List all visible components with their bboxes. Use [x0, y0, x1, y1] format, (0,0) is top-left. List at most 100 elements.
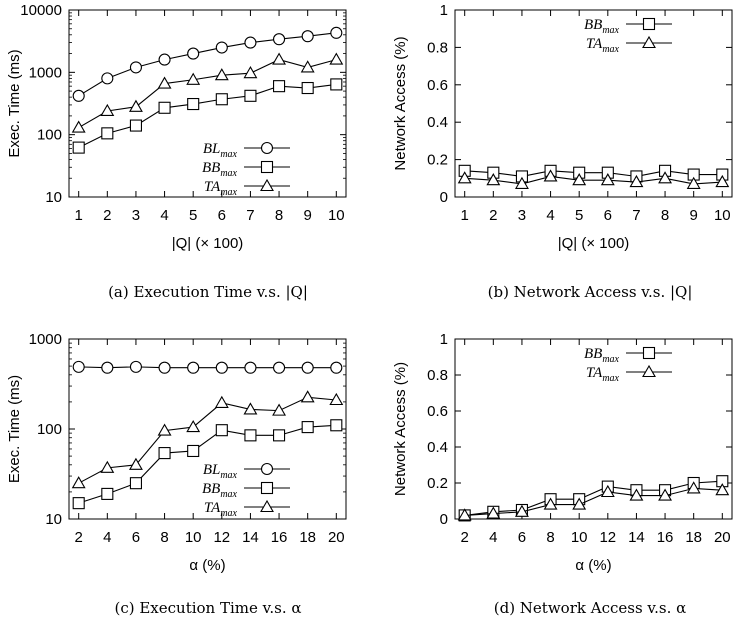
data-point-ta: [715, 174, 730, 188]
data-point-ta: [71, 476, 86, 489]
data-point-ta: [457, 508, 472, 521]
legend-marker: [642, 364, 656, 378]
data-point-ta: [157, 423, 172, 436]
x-tick-label: 2: [461, 529, 469, 546]
data-point-bb: [330, 419, 343, 432]
legend-label: TAmax: [204, 179, 238, 198]
y-tick-label: 100: [37, 421, 62, 438]
x-axis-label: α (%): [575, 557, 611, 574]
x-tick-label: 2: [103, 207, 111, 224]
legend-label: BLmax: [203, 462, 238, 481]
data-point-bl: [158, 361, 171, 374]
y-tick-label: 0.8: [427, 39, 448, 56]
data-point-ta: [514, 504, 529, 517]
data-point-bb: [244, 429, 257, 442]
data-point-ta: [658, 488, 673, 501]
data-point-bl: [330, 26, 343, 39]
x-tick-label: 12: [599, 529, 616, 546]
x-tick-label: 20: [714, 529, 731, 546]
data-point-bl: [158, 53, 171, 66]
caption: (b) Network Access v.s. |Q|: [488, 283, 693, 301]
y-tick-label: 0.6: [427, 403, 448, 420]
legend-marker: [260, 499, 274, 513]
x-tick-label: 10: [714, 207, 731, 224]
data-point-bl: [72, 89, 85, 102]
data-point-ta: [214, 68, 229, 81]
data-point-ta: [543, 169, 558, 182]
y-tick-label: 1000: [29, 64, 62, 81]
series-line-bb: [464, 170, 723, 177]
data-point-bb: [215, 93, 228, 106]
y-tick-label: 0.4: [427, 114, 448, 131]
data-point-bb: [187, 97, 200, 111]
data-point-ta: [214, 395, 229, 408]
caption: (a) Execution Time v.s. |Q|: [108, 283, 308, 301]
legend-marker: [260, 141, 274, 155]
y-axis-label: Exec. Time (ms): [6, 375, 23, 483]
y-axis-label: Network Access (%): [392, 362, 409, 496]
x-tick-label: 7: [246, 207, 254, 224]
data-point-ta: [329, 52, 344, 65]
legend-label: BBmax: [202, 160, 238, 179]
data-point-bb: [72, 141, 85, 154]
y-tick-label: 1: [440, 2, 448, 19]
data-point-bl: [129, 61, 142, 74]
data-point-bb: [273, 80, 286, 93]
x-tick-label: 5: [575, 207, 583, 224]
plot-frame: [454, 9, 733, 198]
data-point-bb: [273, 429, 286, 442]
plot-frame: [68, 9, 347, 198]
y-axis-label: Network Access (%): [392, 36, 409, 170]
data-point-ta: [514, 176, 529, 189]
legend-label: TAmax: [204, 500, 238, 519]
x-tick-label: 8: [661, 207, 669, 224]
data-point-bb: [158, 447, 171, 460]
x-tick-label: 6: [518, 529, 526, 546]
data-point-bl: [273, 33, 286, 46]
data-point-bl: [244, 36, 257, 49]
data-point-bb: [301, 421, 314, 434]
data-point-bl: [101, 72, 114, 85]
data-point-bl: [330, 361, 343, 374]
data-point-ta: [600, 484, 615, 498]
series-line-ta: [464, 487, 723, 516]
data-point-bl: [72, 360, 85, 373]
data-point-ta: [686, 176, 701, 189]
data-point-bl: [244, 361, 257, 374]
legend-label: BLmax: [203, 141, 238, 160]
data-point-ta: [186, 72, 201, 85]
legend-marker: [260, 462, 274, 476]
data-point-ta: [486, 173, 501, 186]
x-tick-label: 16: [271, 529, 288, 546]
data-point-ta: [186, 419, 201, 433]
series-line-bb: [78, 424, 337, 504]
data-point-ta: [658, 171, 673, 184]
y-tick-label: 0: [440, 189, 448, 206]
y-tick-label: 10: [45, 511, 62, 528]
data-point-ta: [300, 390, 315, 403]
legend-label: BBmax: [584, 17, 620, 36]
y-tick-label: 10: [45, 189, 62, 206]
x-tick-label: 7: [632, 207, 640, 224]
x-tick-label: 3: [132, 207, 140, 224]
x-tick-label: 20: [328, 529, 345, 546]
x-axis-label: α (%): [189, 557, 225, 574]
series-line-bb: [78, 83, 337, 149]
x-tick-label: 2: [75, 529, 83, 546]
x-tick-label: 1: [75, 207, 83, 224]
data-point-bb: [301, 81, 314, 95]
x-tick-label: 10: [571, 529, 588, 546]
data-point-bl: [129, 360, 142, 373]
data-point-bl: [187, 361, 200, 374]
data-point-bl: [301, 30, 314, 43]
data-point-ta: [572, 173, 587, 186]
x-tick-label: 6: [132, 529, 140, 546]
y-tick-label: 1000: [29, 331, 62, 348]
data-point-ta: [157, 76, 172, 89]
legend-marker: [642, 17, 656, 31]
data-point-ta: [629, 174, 644, 188]
x-tick-label: 2: [489, 207, 497, 224]
data-point-ta: [486, 506, 501, 519]
x-tick-label: 1: [461, 207, 469, 224]
